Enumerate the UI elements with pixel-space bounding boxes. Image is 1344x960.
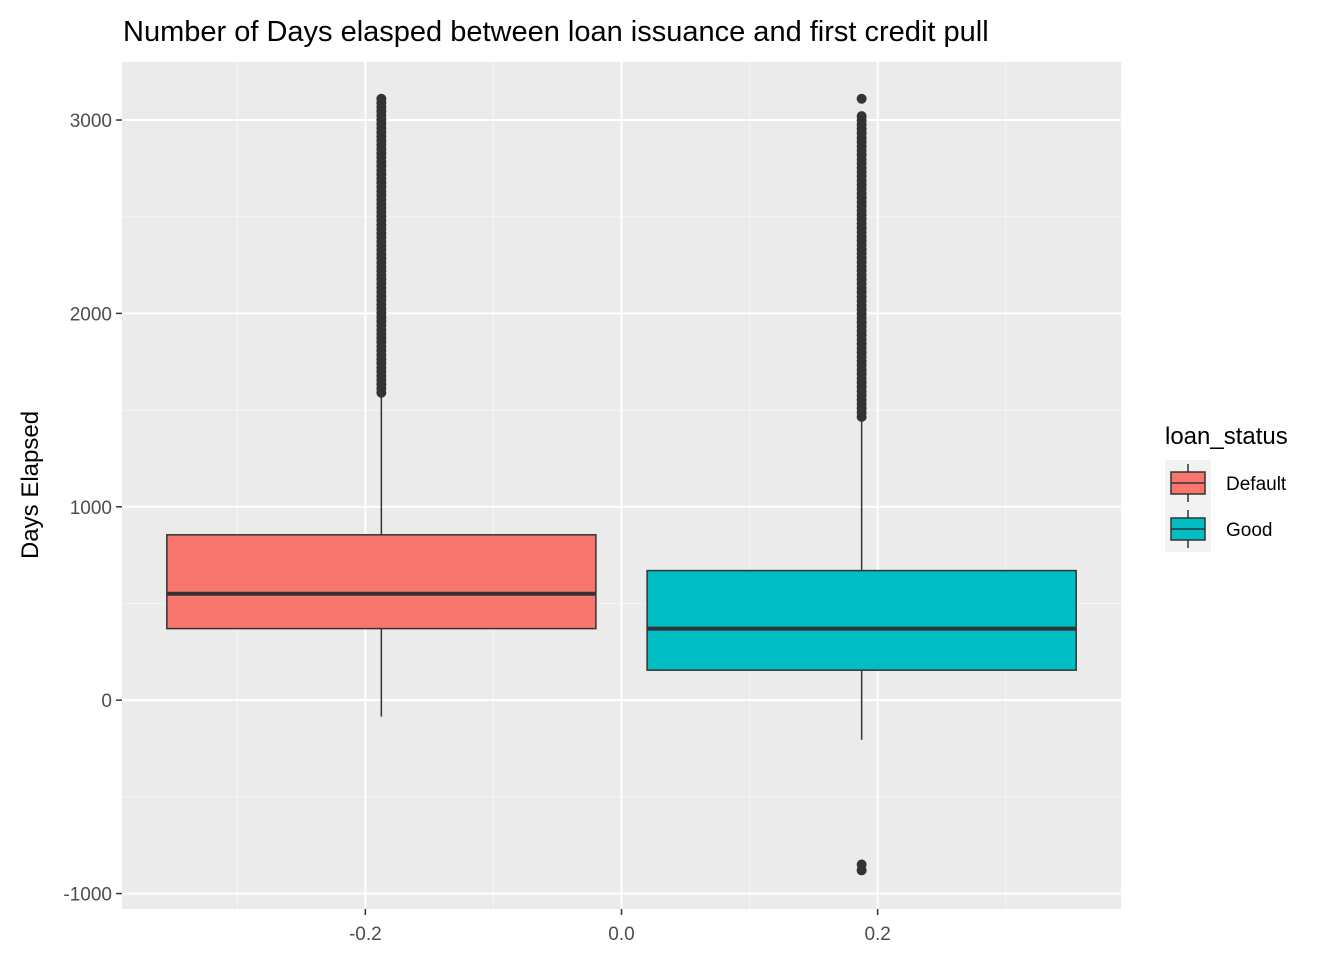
x-axis-ticks: -0.2 0.0 0.2	[349, 909, 891, 945]
legend-label: Default	[1226, 474, 1287, 495]
outlier-point	[856, 93, 867, 104]
x-tick-label: -0.2	[349, 924, 382, 945]
outlier-point	[856, 111, 867, 122]
y-tick-label: 0	[101, 691, 112, 712]
chart-title: Number of Days elasped between loan issu…	[123, 16, 989, 48]
box-good	[646, 93, 1077, 876]
legend-item-good: Good	[1165, 506, 1272, 552]
y-tick-label: 1000	[70, 498, 112, 519]
legend-label: Good	[1226, 520, 1272, 541]
iqr-box	[166, 534, 597, 630]
y-tick-label: 2000	[70, 304, 112, 325]
box-default	[166, 93, 597, 717]
legend-title: loan_status	[1165, 423, 1288, 450]
outlier-point	[856, 865, 867, 876]
x-tick-label: 0.0	[608, 924, 634, 945]
y-tick-label: -1000	[63, 885, 112, 906]
legend: loan_status Default Good	[1165, 423, 1288, 552]
y-axis-title: Days Elapsed	[17, 411, 44, 559]
y-axis-ticks: -1000 0 1000 2000 3000	[63, 111, 122, 906]
iqr-box	[646, 569, 1077, 671]
major-gridlines	[122, 62, 1121, 909]
y-tick-label: 3000	[70, 111, 112, 132]
outlier-point	[376, 93, 387, 104]
box-series	[166, 93, 1077, 876]
legend-item-default: Default	[1165, 460, 1287, 506]
x-tick-label: 0.2	[864, 924, 890, 945]
